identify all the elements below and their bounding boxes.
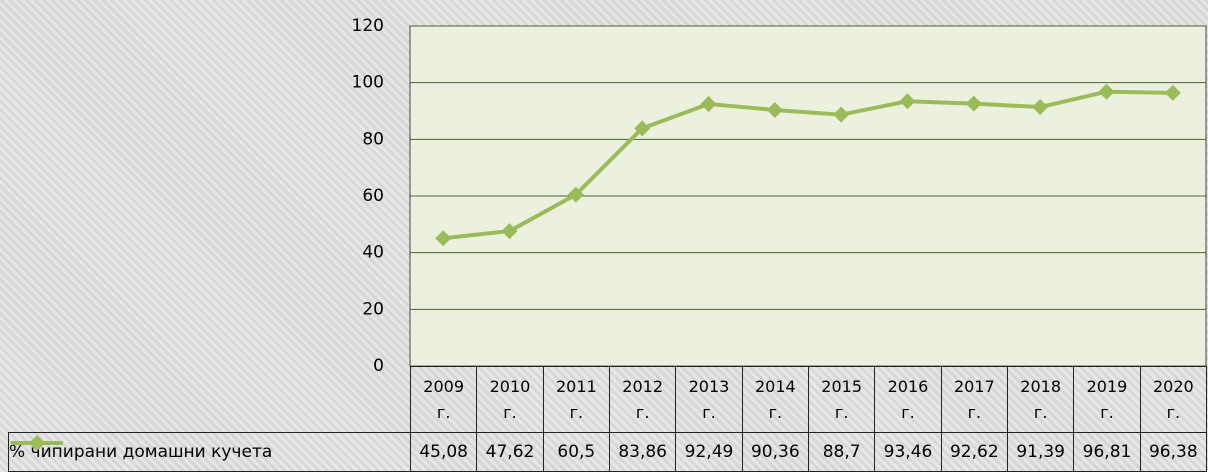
x-tick-label: 2012 г.: [609, 366, 677, 433]
y-tick-label: 0: [373, 356, 384, 376]
legend-cell: % чипирани домашни кучета: [8, 432, 411, 472]
y-tick-label: 80: [362, 129, 384, 149]
data-table-value: 45,08: [410, 432, 478, 472]
data-table-value: 96,38: [1139, 432, 1207, 472]
marker: [899, 93, 916, 110]
y-tick-label: 60: [362, 186, 384, 206]
x-tick-label: 2009 г.: [410, 366, 478, 433]
data-table-value: 60,5: [542, 432, 610, 472]
marker: [435, 230, 452, 247]
data-table-value: 47,62: [476, 432, 544, 472]
data-table-value: 88,7: [808, 432, 876, 472]
y-tick-label: 100: [352, 73, 384, 93]
data-table-value: 83,86: [609, 432, 677, 472]
marker: [1098, 83, 1115, 100]
marker: [634, 120, 651, 137]
x-tick-label: 2018 г.: [1007, 366, 1075, 433]
x-tick-label: 2015 г.: [808, 366, 876, 433]
data-table-value: 91,39: [1007, 432, 1075, 472]
data-table-value: 96,81: [1073, 432, 1141, 472]
y-tick-label: 20: [362, 299, 384, 319]
marker: [1032, 99, 1049, 116]
marker: [567, 186, 584, 203]
marker: [965, 95, 982, 112]
marker: [833, 106, 850, 123]
legend-label: % чипирани домашни кучета: [9, 442, 273, 462]
y-tick-label: 120: [352, 16, 384, 36]
x-tick-label: 2019 г.: [1073, 366, 1141, 433]
data-table-value: 90,36: [741, 432, 809, 472]
x-tick-label: 2014 г.: [741, 366, 809, 433]
data-table-value: 92,62: [940, 432, 1008, 472]
marker: [766, 101, 783, 118]
marker: [501, 223, 518, 240]
x-tick-label: 2010 г.: [476, 366, 544, 433]
x-tick-label: 2020 г.: [1139, 366, 1207, 433]
series-line: [442, 89, 1173, 241]
data-table-value: 93,46: [874, 432, 942, 472]
y-tick-label: 40: [362, 243, 384, 263]
data-table-value: 92,49: [675, 432, 743, 472]
x-tick-label: 2016 г.: [874, 366, 942, 433]
x-tick-label: 2013 г.: [675, 366, 743, 433]
x-tick-label: 2017 г.: [940, 366, 1008, 433]
x-tick-label: 2011 г.: [542, 366, 610, 433]
marker: [1164, 84, 1181, 101]
marker: [700, 95, 717, 112]
legend-swatch: [11, 435, 63, 451]
